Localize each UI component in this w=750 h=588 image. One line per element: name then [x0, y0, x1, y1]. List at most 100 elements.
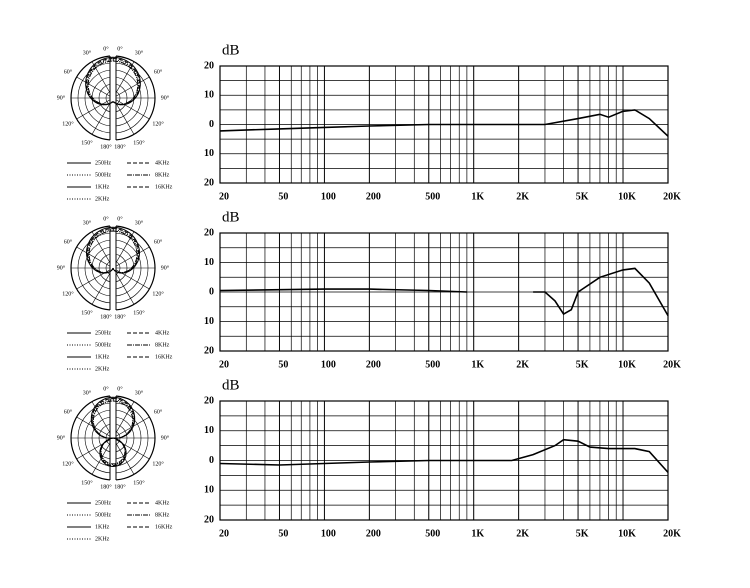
legend-label: 250Hz: [95, 330, 111, 336]
plot-frame: [219, 65, 669, 184]
polar-curve: [92, 400, 134, 465]
legend-label: 8KHz: [155, 512, 170, 518]
x-tick-label: 100: [321, 528, 336, 539]
legend-label: 8KHz: [155, 172, 170, 178]
legend-label: 2KHz: [95, 196, 110, 202]
angle-label: 180°: [100, 143, 112, 150]
angle-label: 30°: [83, 389, 92, 396]
legend-label: 16KHz: [155, 184, 173, 190]
x-tick-label: 500: [425, 359, 440, 370]
x-tick-label: 100: [321, 359, 336, 370]
angle-label: 60°: [154, 408, 163, 415]
x-tick-label: 5K: [576, 191, 589, 202]
polar-spoke: [76, 246, 114, 269]
response-line: [219, 267, 669, 316]
polar-spoke: [112, 246, 150, 269]
y-tick-label: 0: [209, 455, 214, 466]
x-tick-label: 20: [219, 191, 229, 202]
plot-frame: [219, 232, 669, 352]
polar-spoke: [112, 267, 150, 290]
polar-divider: [110, 394, 116, 482]
angle-label: 120°: [62, 290, 74, 297]
x-tick-label: 1K: [471, 528, 484, 539]
angle-label: 60°: [64, 238, 73, 245]
angle-label: 60°: [64, 68, 73, 75]
angle-label: 90°: [161, 94, 170, 101]
polar-divider: [110, 54, 116, 142]
angle-label: 90°: [57, 434, 66, 441]
y-tick-label: 20: [204, 514, 214, 525]
x-tick-label: 50: [278, 359, 288, 370]
angle-label: 120°: [152, 460, 164, 467]
angle-label: 90°: [57, 264, 66, 271]
polar-curve: [87, 60, 139, 105]
legend-label: 250Hz: [95, 500, 111, 506]
x-tick-label: 2K: [516, 191, 529, 202]
angle-label: 150°: [133, 479, 145, 486]
x-tick-label: 10K: [618, 191, 636, 202]
polar-spoke: [112, 97, 150, 120]
x-tick-label: 20: [219, 359, 229, 370]
x-tick-label: 2K: [516, 528, 529, 539]
angle-label: 180°: [100, 313, 112, 320]
polar-curve: [92, 399, 134, 466]
angle-label: 180°: [114, 483, 126, 490]
x-tick-label: 100: [321, 191, 336, 202]
angle-label: 30°: [135, 49, 144, 56]
y-axis-label: dB: [222, 209, 240, 225]
angle-label: 60°: [154, 238, 163, 245]
legend-label: 1KHz: [95, 354, 110, 360]
y-axis-label: dB: [222, 42, 240, 58]
polar-curve: [88, 230, 138, 274]
x-tick-label: 50: [278, 528, 288, 539]
y-tick-label: 0: [209, 119, 214, 130]
y-tick-label: 10: [204, 257, 214, 268]
angle-label: 90°: [161, 264, 170, 271]
legend-label: 16KHz: [155, 524, 173, 530]
angle-label: 30°: [83, 219, 92, 226]
y-tick-label: 10: [204, 425, 214, 436]
x-tick-label: 2K: [516, 359, 529, 370]
angle-label: 60°: [154, 68, 163, 75]
legend-label: 8KHz: [155, 342, 170, 348]
response-line: [219, 109, 669, 137]
angle-label: 120°: [152, 290, 164, 297]
x-tick-label: 1K: [471, 359, 484, 370]
legend-label: 250Hz: [95, 160, 111, 166]
y-tick-label: 20: [204, 60, 214, 71]
angle-label: 0°: [117, 385, 123, 392]
x-tick-label: 200: [366, 528, 381, 539]
angle-label: 180°: [114, 313, 126, 320]
plot-frame: [219, 400, 669, 521]
legend-label: 1KHz: [95, 184, 110, 190]
legend-label: 4KHz: [155, 160, 170, 166]
legend-label: 1KHz: [95, 524, 110, 530]
x-tick-label: 20: [219, 528, 229, 539]
legend-label: 500Hz: [95, 512, 111, 518]
angle-label: 30°: [135, 389, 144, 396]
x-tick-label: 200: [366, 191, 381, 202]
x-tick-label: 5K: [576, 528, 589, 539]
polar-spoke: [76, 267, 114, 290]
angle-label: 150°: [81, 139, 93, 146]
angle-label: 150°: [81, 479, 93, 486]
legend-label: 2KHz: [95, 366, 110, 372]
polar-spoke: [112, 437, 150, 460]
response-line: [219, 438, 669, 473]
legend-label: 16KHz: [155, 354, 173, 360]
legend-label: 500Hz: [95, 172, 111, 178]
y-tick-label: 10: [204, 148, 214, 159]
y-axis-label: dB: [222, 377, 240, 393]
angle-label: 30°: [135, 219, 144, 226]
y-tick-label: 10: [204, 485, 214, 496]
x-tick-label: 200: [366, 359, 381, 370]
y-tick-label: 20: [204, 177, 214, 188]
polar-spoke: [76, 97, 114, 120]
angle-label: 0°: [117, 45, 123, 52]
y-tick-label: 20: [204, 345, 214, 356]
angle-label: 90°: [57, 94, 66, 101]
polar-spoke: [76, 437, 114, 460]
angle-label: 120°: [62, 120, 74, 127]
polar-spoke: [76, 76, 114, 99]
